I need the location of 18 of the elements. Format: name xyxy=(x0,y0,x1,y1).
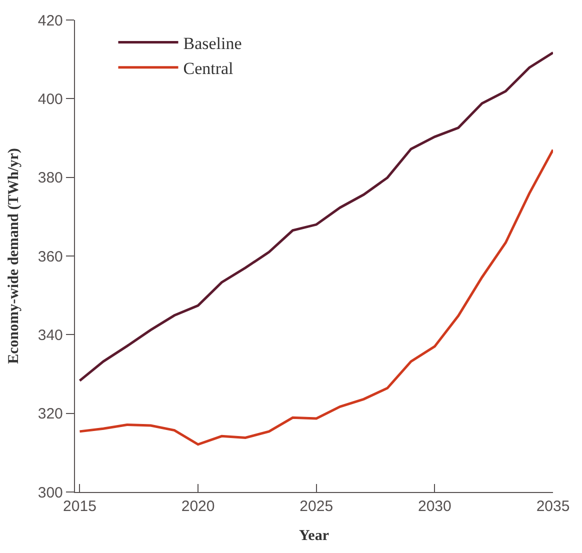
y-tick-label: 400 xyxy=(38,90,63,108)
x-tick-label: 2030 xyxy=(418,498,452,516)
x-tick-label: 2015 xyxy=(63,498,96,516)
legend-label: Central xyxy=(183,59,234,78)
x-tick-label: 2020 xyxy=(181,498,215,516)
y-tick-label: 380 xyxy=(38,170,63,187)
y-tick-label: 300 xyxy=(38,484,63,502)
x-tick-label: 2035 xyxy=(536,498,570,516)
y-tick-label: 340 xyxy=(38,326,63,344)
line-series xyxy=(78,51,553,382)
y-tick-label: 320 xyxy=(38,406,63,423)
legend-label: Baseline xyxy=(183,34,242,53)
y-tick-label: 420 xyxy=(38,12,63,30)
x-tick-label: 2025 xyxy=(300,498,334,516)
y-axis-title: Economy-wide demand (TWh/yr) xyxy=(6,148,22,364)
line-series xyxy=(78,148,553,446)
y-tick-label: 360 xyxy=(38,248,63,266)
x-axis-title: Year xyxy=(299,528,330,544)
